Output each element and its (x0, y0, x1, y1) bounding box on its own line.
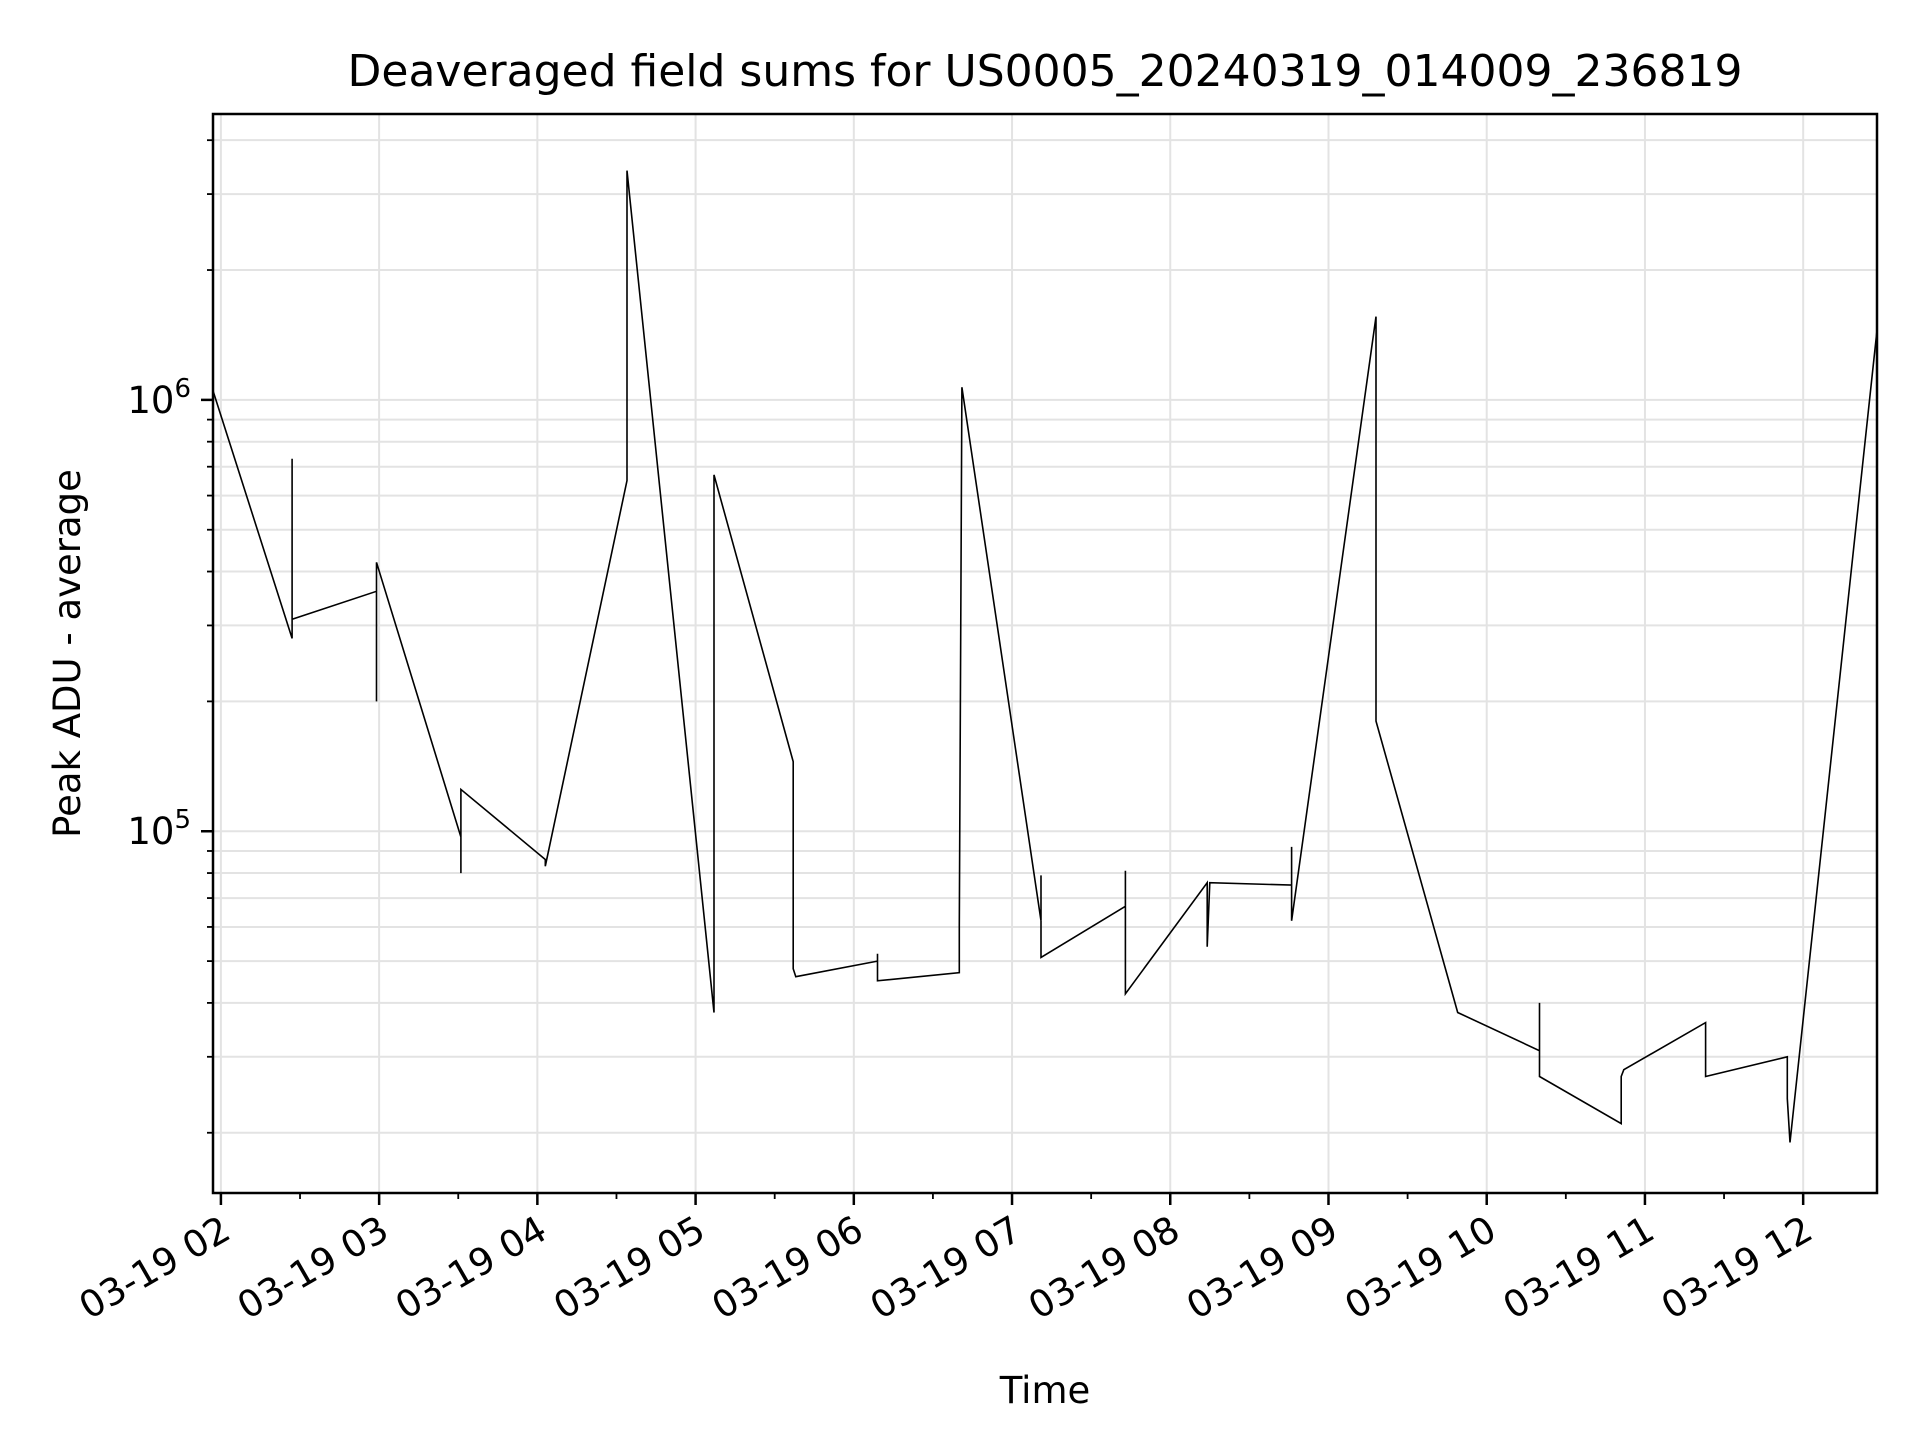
x-tick-label: 03-19 08 (1021, 1208, 1187, 1328)
x-tick-label: 03-19 07 (863, 1208, 1029, 1328)
x-axis-label: Time (999, 1369, 1091, 1412)
chart-title: Deaveraged field sums for US0005_2024031… (348, 46, 1743, 97)
y-tick-label: 105 (127, 805, 191, 853)
x-tick-label: 03-19 03 (230, 1208, 396, 1328)
grid (213, 114, 1877, 1193)
series-line-0 (212, 170, 1878, 1143)
y-axis-label: Peak ADU - average (46, 469, 89, 838)
x-tick-label: 03-19 12 (1654, 1208, 1820, 1328)
plot-frame (211, 112, 1879, 1195)
x-tick-label: 03-19 05 (547, 1208, 713, 1328)
x-tick-label: 03-19 10 (1338, 1208, 1504, 1328)
y-tick-label: 106 (127, 374, 191, 422)
x-tick-label: 03-19 02 (72, 1208, 238, 1328)
x-tick-label: 03-19 06 (705, 1208, 871, 1328)
x-tick-label: 03-19 09 (1179, 1208, 1345, 1328)
x-tick-label: 03-19 11 (1496, 1208, 1662, 1328)
series-layer (212, 170, 1878, 1143)
x-tick-label: 03-19 04 (388, 1208, 554, 1328)
